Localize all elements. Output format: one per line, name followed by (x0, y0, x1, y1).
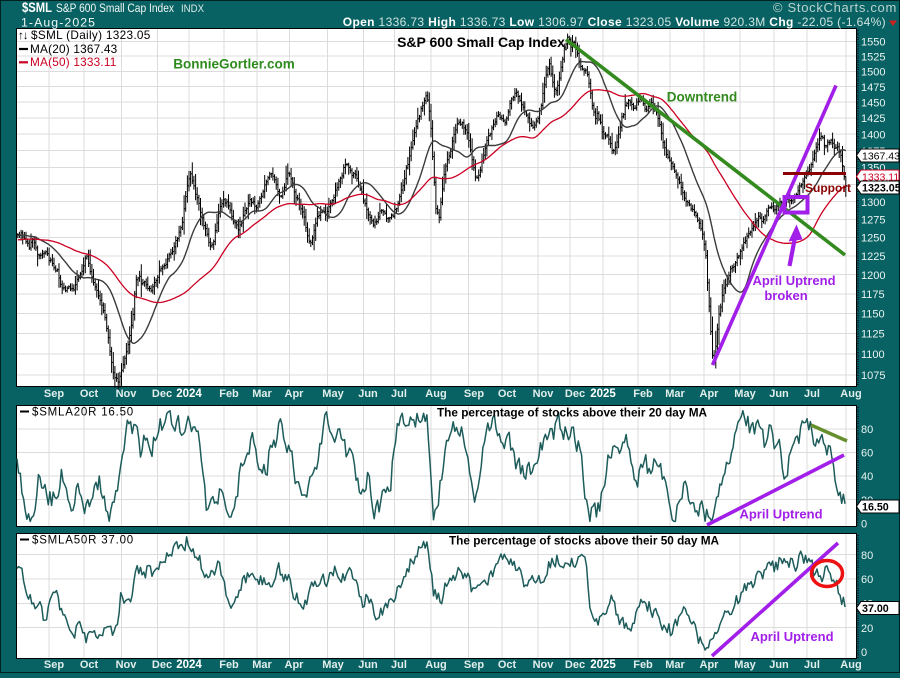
svg-text:1100: 1100 (861, 349, 885, 361)
svg-text:MA(50) 1333.11: MA(50) 1333.11 (30, 55, 117, 69)
svg-text:↓: ↓ (563, 38, 570, 53)
svg-text:Apr: Apr (285, 659, 305, 671)
svg-text:The percentage of stocks above: The percentage of stocks above their 50 … (449, 534, 720, 548)
svg-text:Feb: Feb (219, 659, 239, 671)
svg-text:Oct: Oct (498, 388, 517, 400)
svg-text:1250: 1250 (861, 233, 885, 245)
svg-text:Support: Support (805, 181, 851, 195)
svg-text:$SMLA50R 37.00: $SMLA50R 37.00 (32, 535, 134, 547)
svg-text:Jun: Jun (358, 659, 378, 671)
svg-text:S&P 600 Small Cap Index: S&P 600 Small Cap Index (397, 34, 565, 50)
svg-text:60: 60 (861, 574, 873, 586)
svg-text:0: 0 (861, 647, 867, 659)
svg-text:Aug: Aug (425, 388, 446, 400)
svg-text:1075: 1075 (861, 370, 885, 382)
svg-text:Jun: Jun (358, 388, 378, 400)
svg-text:1150: 1150 (861, 309, 885, 321)
svg-text:May: May (322, 659, 344, 671)
svg-text:1323.05: 1323.05 (862, 183, 900, 195)
svg-text:20: 20 (861, 623, 873, 635)
svg-text:Apr: Apr (700, 388, 720, 400)
svg-text:1200: 1200 (861, 270, 885, 282)
svg-text:BonnieGortler.com: BonnieGortler.com (173, 57, 295, 72)
svg-text:MA(20) 1367.43: MA(20) 1367.43 (30, 42, 118, 56)
svg-text:Open 1336.73 High 1336.73 Low: Open 1336.73 High 1336.73 Low 1306.97 Cl… (343, 15, 886, 29)
svg-text:1-Aug-2025: 1-Aug-2025 (21, 15, 95, 29)
svg-text:Apr: Apr (700, 659, 720, 671)
svg-text:Jul: Jul (804, 388, 820, 400)
svg-text:80: 80 (861, 550, 873, 562)
svg-text:Downtrend: Downtrend (667, 90, 738, 105)
svg-text:Nov: Nov (533, 388, 555, 400)
svg-text:Sep: Sep (44, 659, 64, 671)
svg-text:↑↓ $SML (Daily) 1323.05: ↑↓ $SML (Daily) 1323.05 (18, 28, 151, 42)
svg-text:1475: 1475 (861, 82, 885, 94)
svg-text:1525: 1525 (861, 51, 885, 63)
svg-text:40: 40 (861, 471, 873, 483)
svg-text:1175: 1175 (861, 289, 885, 301)
svg-text:Oct: Oct (80, 388, 99, 400)
svg-text:Nov: Nov (116, 659, 138, 671)
svg-text:1275: 1275 (861, 215, 885, 227)
svg-text:37.00: 37.00 (862, 603, 889, 615)
svg-text:Jun: Jun (769, 388, 789, 400)
svg-text:1300: 1300 (861, 197, 885, 209)
svg-text:$SML: $SML (22, 0, 52, 15)
svg-text:Mar: Mar (252, 388, 272, 400)
svg-text:Mar: Mar (252, 659, 272, 671)
svg-text:Jul: Jul (391, 388, 407, 400)
svg-text:Dec: Dec (565, 388, 585, 400)
svg-text:1425: 1425 (861, 113, 885, 125)
svg-text:2024: 2024 (176, 659, 202, 671)
svg-text:May: May (734, 388, 756, 400)
svg-text:broken: broken (764, 288, 807, 303)
svg-text:Jul: Jul (804, 659, 820, 671)
svg-text:2025: 2025 (590, 388, 616, 400)
svg-text:INDX: INDX (181, 3, 204, 15)
svg-text:0: 0 (861, 518, 867, 530)
svg-text:Aug: Aug (840, 388, 861, 400)
svg-text:Nov: Nov (533, 659, 555, 671)
svg-text:80: 80 (861, 424, 873, 436)
svg-text:Oct: Oct (80, 659, 99, 671)
svg-text:1400: 1400 (861, 129, 885, 141)
svg-text:The percentage of stocks above: The percentage of stocks above their 20 … (437, 406, 708, 420)
svg-text:Apr: Apr (285, 388, 305, 400)
svg-text:April Uptrend: April Uptrend (739, 507, 822, 522)
svg-text:1225: 1225 (861, 251, 885, 263)
svg-text:Jun: Jun (769, 659, 789, 671)
svg-text:Dec: Dec (152, 388, 172, 400)
svg-text:Jul: Jul (391, 659, 407, 671)
svg-text:Mar: Mar (665, 659, 685, 671)
svg-text:S&P 600 Small Cap Index: S&P 600 Small Cap Index (56, 1, 175, 15)
svg-text:1500: 1500 (861, 67, 885, 79)
svg-text:April Uptrend: April Uptrend (750, 629, 833, 644)
svg-text:60: 60 (861, 448, 873, 460)
svg-text:Dec: Dec (565, 659, 585, 671)
svg-text:Sep: Sep (464, 388, 484, 400)
svg-text:2025: 2025 (590, 659, 616, 671)
svg-text:1125: 1125 (861, 329, 885, 341)
svg-text:1550: 1550 (861, 37, 885, 49)
svg-text:1367.43: 1367.43 (862, 151, 900, 163)
svg-text:Mar: Mar (665, 388, 685, 400)
svg-text:Feb: Feb (633, 659, 653, 671)
svg-text:Aug: Aug (425, 659, 446, 671)
svg-text:Feb: Feb (219, 388, 239, 400)
svg-text:Sep: Sep (44, 388, 64, 400)
svg-text:April Uptrend: April Uptrend (752, 273, 835, 288)
svg-text:Nov: Nov (116, 388, 138, 400)
svg-text:$SMLA20R 16.50: $SMLA20R 16.50 (32, 407, 134, 419)
svg-text:16.50: 16.50 (862, 502, 889, 514)
svg-text:Oct: Oct (498, 659, 517, 671)
svg-text:Aug: Aug (840, 659, 861, 671)
svg-text:Sep: Sep (464, 659, 484, 671)
svg-text:May: May (734, 659, 756, 671)
svg-text:1450: 1450 (861, 97, 885, 109)
svg-text:May: May (322, 388, 344, 400)
svg-text:2024: 2024 (176, 388, 202, 400)
svg-text:© StockCharts.com: © StockCharts.com (773, 0, 897, 15)
svg-text:Dec: Dec (152, 659, 172, 671)
svg-text:Feb: Feb (633, 388, 653, 400)
